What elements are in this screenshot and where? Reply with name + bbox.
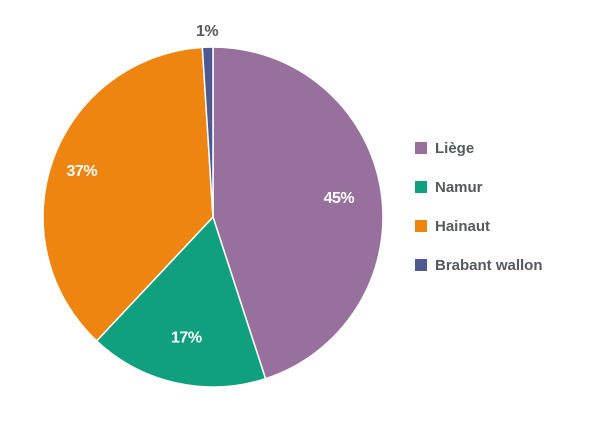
legend-label-li-ge: Liège [435,140,474,157]
slice-label-namur: 17% [171,330,202,347]
legend-swatch-hainaut [415,220,427,232]
pie-slices [42,46,384,388]
pie-slice-namur [95,215,267,388]
legend-swatch-brabant-wallon [415,259,427,271]
pie-slice-labels: 45% 17% 37% 1% [67,23,355,346]
pie-slice-brabant-wallon [201,46,214,218]
legend-swatch-namur [415,181,427,193]
pie-slice-li-ge [212,46,384,380]
slice-label-li-ge: 45% [324,190,355,207]
slice-label-hainaut: 37% [67,163,98,180]
legend: Liège Namur Hainaut Brabant wallon [415,140,543,274]
legend-swatch-li-ge [415,142,427,154]
legend-label-hainaut: Hainaut [435,218,490,235]
slice-label-brabant-wallon: 1% [196,23,218,40]
pie-slice-hainaut [42,46,214,342]
legend-label-namur: Namur [435,179,483,196]
legend-label-brabant-wallon: Brabant wallon [435,257,543,274]
